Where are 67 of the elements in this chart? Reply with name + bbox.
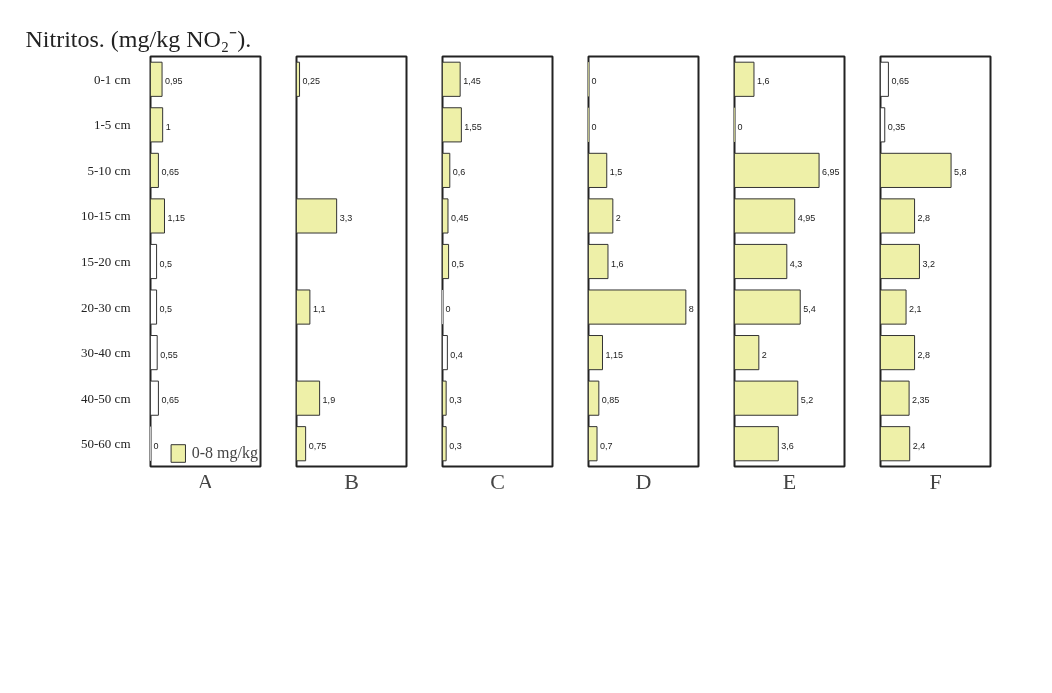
data-label: 3,2 [922,258,935,269]
data-label: 4,95 [797,212,816,223]
data-label: 1,45 [463,76,481,87]
y-tick-label: 15-20 cm [81,254,131,269]
data-label: 3,3 [339,212,353,223]
data-label: 1,9 [322,395,336,406]
data-label: 0,85 [601,395,620,406]
data-label: 0,5 [451,258,465,269]
data-label: 0,7 [600,440,613,451]
data-label: 1,15 [167,212,186,223]
data-label: 0 [591,76,597,87]
data-label: 0,35 [887,121,906,132]
data-label: 2,1 [909,304,922,315]
data-label: 1,5 [609,167,623,178]
data-label: 1 [165,121,171,132]
y-tick-label: 20-30 cm [81,299,131,315]
y-tick-label: 0-1 cm [94,71,131,87]
data-label: 2,8 [917,349,931,360]
y-tick-label: 40-50 cm [81,390,131,406]
data-label: 0,5 [159,304,173,315]
x-axis-title: F [929,468,942,494]
data-label: 0,75 [308,440,327,451]
data-label: 1,6 [610,258,624,269]
x-axis-title: A [197,468,214,494]
data-label: 3,6 [781,440,794,451]
data-label: 4,3 [789,258,803,269]
data-label: 0,5 [159,258,173,269]
data-label: 0,65 [161,395,179,406]
data-label: 1,6 [756,76,770,87]
data-label: 0,65 [161,167,179,178]
data-label: 1,55 [464,121,482,132]
data-label: 0,95 [165,76,183,87]
data-label: 1,1 [312,304,326,315]
y-tick-label: 1-5 cm [94,117,131,133]
data-label: 5,4 [803,304,816,315]
data-label: 0,25 [302,76,321,87]
x-axis-title: E [782,468,797,494]
y-tick-label: 30-40 cm [81,345,131,361]
data-label: 0 [737,121,743,132]
data-label: 0 [591,121,597,132]
data-label: 0,6 [452,167,466,178]
data-label: 0,4 [450,349,463,360]
data-label: 0,3 [449,440,462,451]
data-label: 2 [761,349,767,360]
legend-label: 0-8 mg/kg [191,444,258,462]
data-label: 0,45 [450,212,469,223]
x-axis-title: C [490,468,505,494]
x-axis-title: B [344,468,359,494]
data-label: 1,15 [605,349,624,360]
data-label: 5,2 [800,395,814,406]
data-label: 0,65 [891,76,909,87]
y-tick-label: 10-15 cm [81,208,131,224]
data-label: 2,4 [912,440,926,451]
data-label: 0,55 [160,349,178,360]
chart-title: Nitritos. (mg/kg NO₂⁻). [25,25,252,52]
data-label: 2,8 [917,212,931,223]
x-axis-title: D [635,468,652,494]
y-tick-label: 50-60 cm [81,436,131,452]
data-label: 0 [153,440,159,451]
data-label: 2,35 [912,395,930,406]
data-label: 0 [445,304,451,315]
y-tick-label: 5-10 cm [87,162,131,178]
data-label: 2 [615,212,621,223]
data-label: 0,3 [449,395,462,406]
data-label: 6,95 [822,167,840,178]
data-label: 8 [688,304,694,315]
data-label: 5,8 [954,167,967,178]
